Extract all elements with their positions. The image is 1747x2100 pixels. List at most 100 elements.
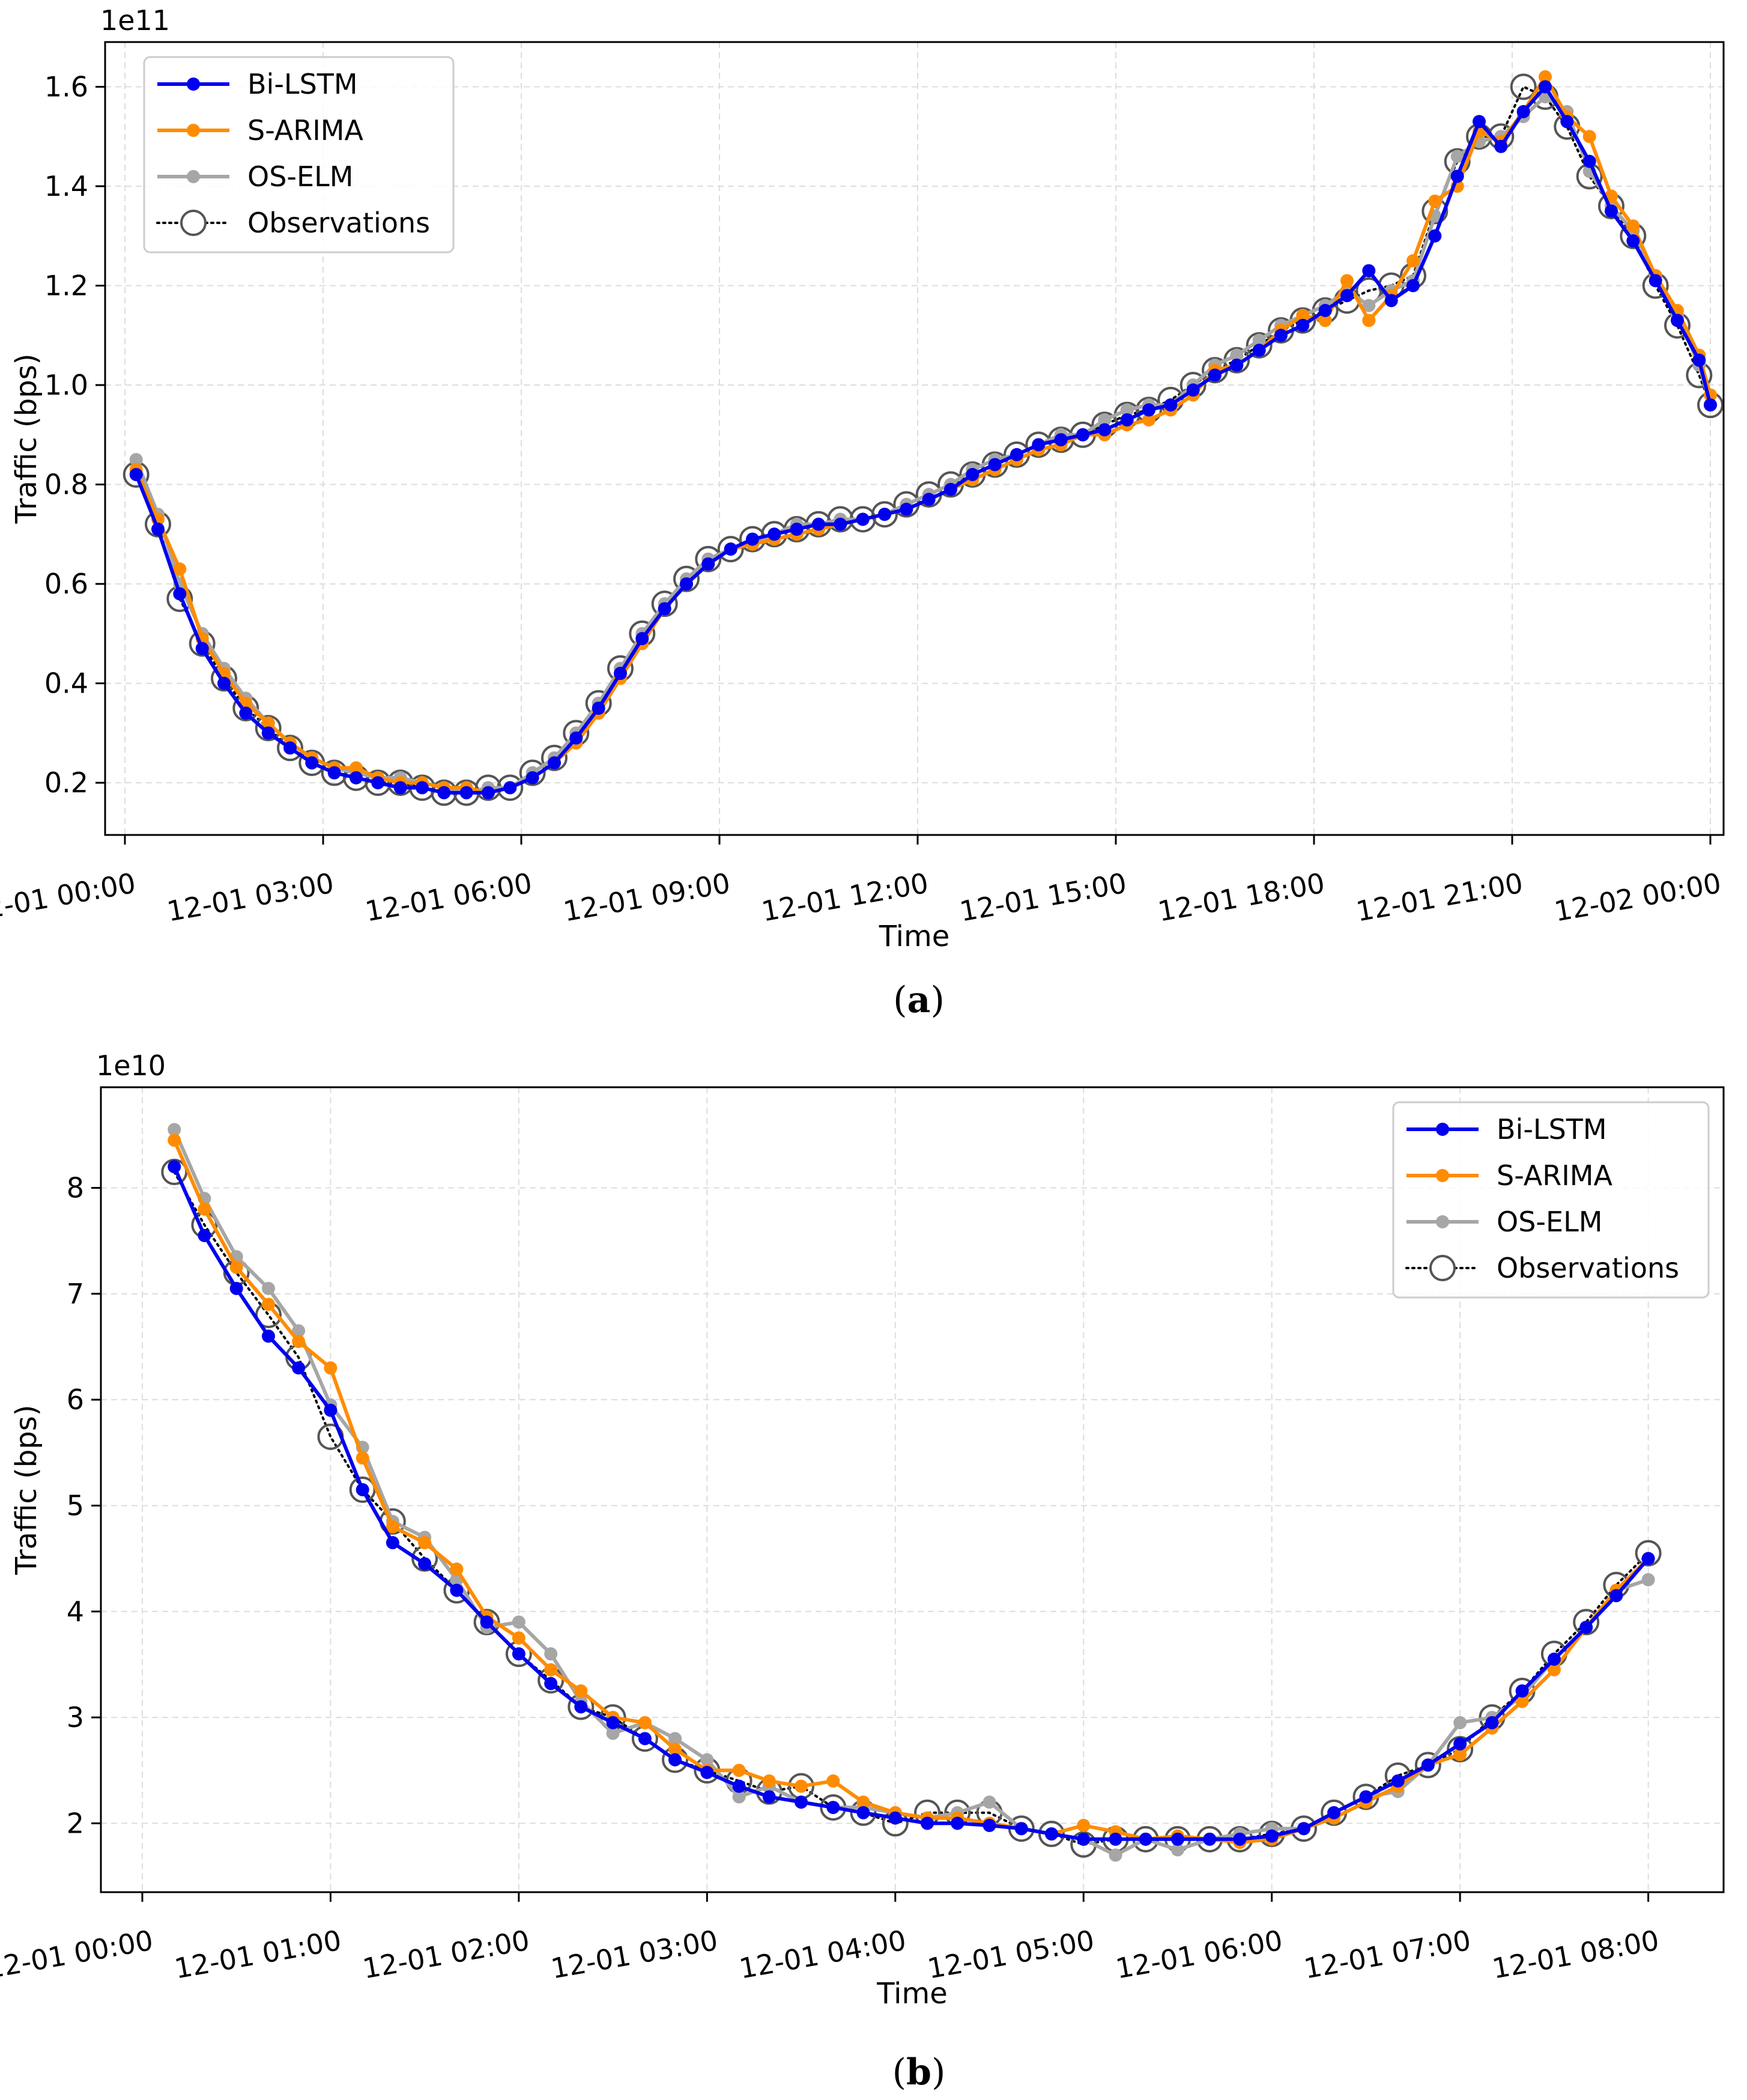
data-point-bi-lstm bbox=[1044, 1827, 1058, 1841]
legend-swatch-marker bbox=[187, 170, 200, 183]
data-point-bi-lstm bbox=[512, 1647, 525, 1661]
data-point-bi-lstm bbox=[1274, 329, 1288, 342]
data-point-bi-lstm bbox=[1494, 139, 1508, 153]
data-point-bi-lstm bbox=[1391, 1774, 1405, 1788]
data-point-bi-lstm bbox=[1109, 1832, 1122, 1846]
chart-b: 12-01 00:00 12-01 01:00 12-01 02:00 12-01 0… bbox=[0, 1049, 1725, 2010]
data-point-os-elm bbox=[544, 1647, 558, 1661]
data-point-os-elm bbox=[129, 453, 143, 467]
data-point-os-elm bbox=[168, 1123, 181, 1136]
data-point-bi-lstm bbox=[1265, 1829, 1279, 1843]
data-point-bi-lstm bbox=[569, 731, 583, 745]
x-tick-label: 12-01 12:00 bbox=[759, 867, 931, 928]
data-point-bi-lstm bbox=[1516, 105, 1530, 118]
data-point-os-elm bbox=[512, 1615, 525, 1629]
data-point-bi-lstm bbox=[1203, 1832, 1217, 1846]
y-tick-label: 7 bbox=[67, 1278, 84, 1310]
data-point-bi-lstm bbox=[1473, 115, 1486, 129]
x-tick-label: 12-01 09:00 bbox=[561, 867, 733, 928]
legend-box bbox=[1392, 1101, 1710, 1299]
y-tick-label: 1.2 bbox=[44, 270, 88, 302]
legend-swatch-marker bbox=[180, 210, 207, 236]
data-point-bi-lstm bbox=[638, 1732, 652, 1746]
y-axis: 0.2 0.4 0.6 0.8 1.0 1.2 1.4 1.6 bbox=[44, 70, 105, 799]
legend-label: Bi-LSTM bbox=[1497, 1113, 1607, 1146]
data-point-observations bbox=[473, 1609, 500, 1636]
data-point-s-arima bbox=[1318, 314, 1332, 327]
x-axis: 12-01 00:00 12-01 01:00 12-01 02:00 12-01 0… bbox=[0, 1892, 1662, 1985]
data-point-observations bbox=[651, 590, 678, 618]
x-tick-label: 12-01 03:00 bbox=[165, 867, 336, 928]
data-point-bi-lstm bbox=[768, 527, 781, 541]
data-point-bi-lstm bbox=[988, 458, 1002, 472]
data-point-bi-lstm bbox=[482, 786, 495, 800]
plot-frame bbox=[100, 1086, 1725, 1893]
legend-label: Observations bbox=[247, 207, 430, 239]
data-point-bi-lstm bbox=[1139, 1832, 1152, 1846]
data-point-bi-lstm bbox=[1453, 1737, 1467, 1751]
data-point-os-elm bbox=[982, 1795, 996, 1809]
legend-label: S-ARIMA bbox=[1497, 1159, 1612, 1192]
data-point-bi-lstm bbox=[574, 1700, 588, 1714]
y-tick-label: 0.2 bbox=[44, 766, 88, 799]
legend-label: OS-ELM bbox=[1497, 1206, 1602, 1238]
data-point-bi-lstm bbox=[1605, 204, 1618, 218]
data-point-bi-lstm bbox=[450, 1583, 464, 1597]
legend-item-observations: Observations bbox=[1405, 1252, 1679, 1284]
data-point-bi-lstm bbox=[1421, 1758, 1435, 1772]
y-tick-label: 2 bbox=[67, 1807, 84, 1839]
data-point-bi-lstm bbox=[195, 642, 209, 655]
y-tick-label: 0.8 bbox=[44, 469, 88, 501]
data-point-bi-lstm bbox=[834, 517, 847, 531]
y-offset-label: 1e10 bbox=[96, 1049, 166, 1082]
data-point-bi-lstm bbox=[1609, 1589, 1623, 1603]
data-point-bi-lstm bbox=[437, 786, 451, 800]
data-point-s-arima bbox=[261, 1297, 275, 1311]
data-point-bi-lstm bbox=[239, 706, 253, 720]
data-point-bi-lstm bbox=[1362, 264, 1376, 278]
panel-b-label: (b) bbox=[892, 2051, 946, 2093]
data-point-bi-lstm bbox=[1297, 1822, 1310, 1836]
data-point-s-arima bbox=[574, 1684, 588, 1698]
data-point-observations bbox=[695, 545, 722, 572]
data-point-bi-lstm bbox=[1428, 229, 1442, 243]
data-point-bi-lstm bbox=[1359, 1790, 1373, 1804]
data-point-bi-lstm bbox=[966, 468, 979, 481]
legend-item-bi-lstm: Bi-LSTM bbox=[1406, 1113, 1607, 1146]
y-tick-label: 3 bbox=[67, 1701, 84, 1734]
series-group bbox=[123, 70, 1724, 806]
data-point-s-arima bbox=[1340, 274, 1354, 288]
data-point-bi-lstm bbox=[393, 781, 407, 795]
data-point-s-arima bbox=[198, 1202, 211, 1216]
data-point-bi-lstm bbox=[856, 512, 870, 526]
y-tick-label: 1.0 bbox=[44, 369, 88, 401]
chart-a: 12-01 00:00 12-01 03:00 12-01 06:00 12-01 0… bbox=[0, 4, 1725, 953]
x-tick-label: 12-02 00:00 bbox=[1552, 867, 1724, 928]
data-point-os-elm bbox=[606, 1726, 620, 1740]
data-point-bi-lstm bbox=[1704, 398, 1717, 412]
data-point-bi-lstm bbox=[614, 667, 627, 681]
data-point-bi-lstm bbox=[795, 1795, 808, 1809]
data-point-s-arima bbox=[638, 1716, 652, 1729]
data-point-bi-lstm bbox=[1539, 80, 1552, 94]
data-point-bi-lstm bbox=[1384, 294, 1398, 308]
legend-item-os-elm: OS-ELM bbox=[157, 160, 353, 193]
data-point-s-arima bbox=[1515, 1695, 1529, 1708]
x-tick-label: 12-01 04:00 bbox=[737, 1924, 909, 1985]
data-point-bi-lstm bbox=[856, 1806, 870, 1819]
data-point-bi-lstm bbox=[1076, 428, 1089, 442]
y-tick-label: 0.6 bbox=[44, 568, 88, 600]
data-point-s-arima bbox=[732, 1764, 746, 1777]
data-point-bi-lstm bbox=[658, 602, 671, 616]
y-tick-label: 1.4 bbox=[44, 170, 88, 202]
y-axis: 2 3 4 5 6 7 8 bbox=[67, 1172, 101, 1839]
data-point-bi-lstm bbox=[724, 542, 737, 556]
legend-swatch-marker bbox=[187, 124, 200, 137]
data-point-s-arima bbox=[386, 1520, 399, 1534]
data-point-bi-lstm bbox=[1340, 289, 1354, 303]
data-point-bi-lstm bbox=[812, 517, 825, 531]
series-bi-lstm bbox=[168, 1160, 1655, 1846]
data-point-bi-lstm bbox=[1032, 438, 1046, 452]
data-point-bi-lstm bbox=[261, 726, 275, 740]
